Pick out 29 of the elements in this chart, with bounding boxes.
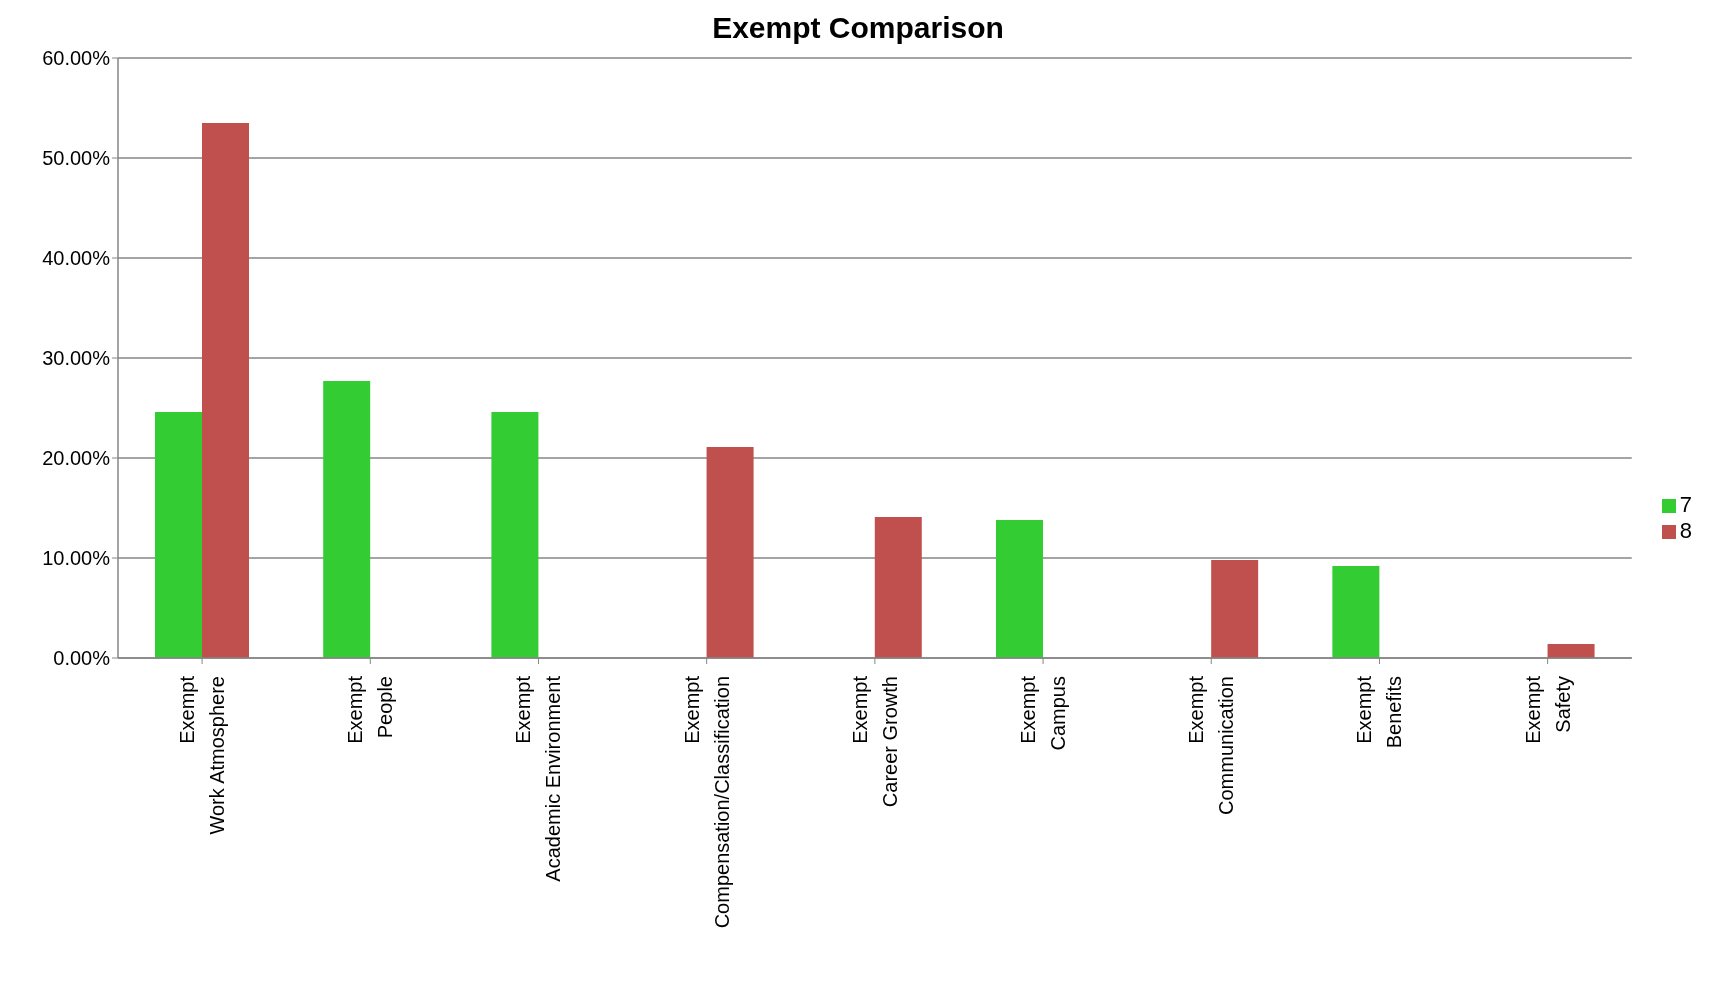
y-tick-label: 20.00%	[42, 447, 111, 470]
bar	[1547, 644, 1595, 658]
bar	[1211, 560, 1259, 658]
y-tick-label: 40.00%	[42, 247, 111, 270]
x-tick-label: Exempt Campus	[1017, 675, 1070, 751]
x-tick-label: Exempt Work Atmosphere	[176, 675, 229, 835]
x-tick-label: Exempt Career Growth	[848, 675, 901, 808]
x-tick-label: Exempt Safety	[1521, 675, 1574, 744]
bar	[874, 517, 922, 658]
y-tick-label: 50.00%	[42, 147, 111, 170]
y-tick-label: 30.00%	[42, 347, 111, 370]
legend-label: 7	[1679, 492, 1692, 517]
bar	[323, 381, 371, 658]
bar	[706, 447, 754, 658]
bar	[155, 412, 202, 658]
y-tick-label: 60.00%	[42, 47, 111, 70]
y-tick-label: 10.00%	[42, 547, 111, 570]
legend-label: 8	[1679, 518, 1692, 543]
bar	[491, 412, 539, 658]
bar	[995, 520, 1043, 658]
bar	[1332, 566, 1380, 658]
x-tick-label: Exempt People	[344, 675, 397, 744]
x-tick-label: Exempt Benefits	[1353, 675, 1406, 749]
x-tick-label: Exempt Academic Environment	[512, 675, 565, 882]
chart-title: Exempt Comparison	[711, 10, 1005, 46]
y-tick-label: 0.00%	[53, 647, 111, 670]
x-tick-label: Exempt Compensation/Classification	[680, 675, 733, 929]
x-tick-label: Exempt Communication	[1185, 675, 1238, 815]
bar	[202, 123, 249, 658]
